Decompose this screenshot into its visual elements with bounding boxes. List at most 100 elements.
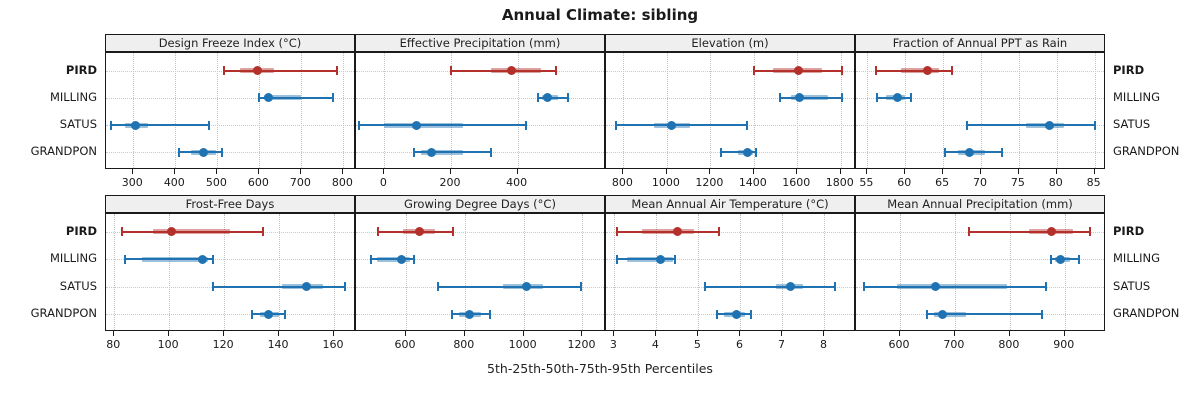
panel-body [605, 213, 855, 331]
panel-strip: Mean Annual Air Temperature (°C) [605, 195, 855, 213]
percentile-range-line [451, 69, 556, 72]
gridline-vertical [656, 214, 658, 330]
panel-body [355, 213, 605, 331]
percentile-range-line [438, 285, 581, 288]
axis-tick [383, 169, 385, 174]
gridline-vertical [1094, 53, 1096, 168]
interquartile-band [384, 122, 463, 128]
axis-tick [622, 169, 624, 174]
gridline-vertical [943, 53, 945, 168]
row-label-right-satus: SATUS [1113, 117, 1151, 132]
whisker-cap-low [110, 120, 113, 130]
gridline-vertical [301, 53, 303, 168]
whisker-cap-high [746, 120, 749, 130]
axis-tick-label: 7 [777, 338, 785, 351]
whisker-cap-high [566, 93, 569, 103]
row-label-right-grandpon: GRANDPON [1113, 306, 1180, 321]
interquartile-band [641, 229, 695, 235]
whisker-cap-high [221, 147, 224, 157]
gridline-vertical [582, 214, 584, 330]
axis-tick [132, 169, 134, 174]
median-dot [199, 147, 209, 157]
gridline-vertical [1018, 53, 1020, 168]
whisker-cap-high [951, 66, 954, 76]
median-dot [938, 309, 948, 319]
percentile-range-line [538, 96, 568, 99]
gridline-vertical [114, 214, 116, 330]
axis-tick [898, 331, 900, 336]
gridline-vertical [797, 53, 799, 168]
whisker-cap-low [222, 66, 225, 76]
axis-tick-label: 1800 [825, 176, 854, 189]
median-dot [893, 93, 903, 103]
axis-tick-label: 0 [379, 176, 387, 189]
gridline-vertical [343, 53, 345, 168]
gridline-horizontal [856, 259, 1104, 261]
row-label-right-pird: PIRD [1113, 62, 1145, 77]
gridline-horizontal [106, 152, 354, 154]
axis-tick-label: 800 [998, 338, 1020, 351]
percentile-range-line [779, 96, 842, 99]
interquartile-band [897, 284, 1008, 290]
axis-tick [942, 169, 944, 174]
whisker-cap-high [525, 120, 527, 130]
row-label-right-pird: PIRD [1113, 223, 1145, 238]
axis-tick [300, 169, 302, 174]
whisker-cap-low [967, 227, 970, 237]
axis-tick [216, 169, 218, 174]
median-dot [666, 120, 676, 130]
whisker-cap-low [863, 282, 866, 292]
gridline-horizontal [106, 259, 354, 261]
percentile-range-line [967, 124, 1095, 127]
axis-tick [1017, 169, 1019, 174]
whisker-cap-high [755, 147, 758, 157]
axis-tick-label: 500 [205, 176, 227, 189]
axis-tick [980, 169, 981, 174]
gridline-horizontal [356, 259, 604, 261]
whisker-cap-low [943, 147, 946, 157]
gridline-vertical [954, 214, 956, 330]
median-dot [672, 227, 682, 237]
whisker-cap-high [1077, 254, 1080, 264]
median-dot [464, 309, 474, 319]
whisker-cap-low [1050, 254, 1053, 264]
whisker-cap-low [926, 309, 929, 319]
median-dot [130, 120, 140, 130]
percentile-range-line [125, 258, 214, 261]
axis-tick-label: 3 [609, 338, 617, 351]
gridline-vertical [981, 53, 982, 168]
median-dot [167, 227, 177, 237]
axis-tick-label: 1000 [508, 338, 537, 351]
axis-tick-label: 800 [331, 176, 353, 189]
axis-tick-label: 700 [289, 176, 311, 189]
axis-tick-label: 70 [973, 176, 987, 189]
gridline-vertical [169, 214, 171, 330]
gridline-vertical [1056, 53, 1058, 168]
axis-tick [168, 331, 170, 336]
axis-tick-label: 8 [819, 338, 827, 351]
whisker-cap-high [261, 227, 264, 237]
whisker-cap-high [212, 254, 215, 264]
axis-tick-label: 55 [859, 176, 874, 189]
whisker-cap-low [437, 282, 440, 292]
median-dot [302, 282, 312, 292]
row-label-left-grandpon: GRANDPON [30, 306, 97, 321]
axis-tick [1055, 169, 1057, 174]
gridline-vertical [217, 53, 219, 168]
percentile-range-line [615, 124, 748, 127]
axis-tick [665, 169, 667, 174]
panel-body [855, 52, 1105, 169]
whisker-cap-high [490, 147, 492, 157]
median-dot [923, 66, 933, 76]
median-dot [1046, 227, 1056, 237]
whisker-cap-low [258, 93, 261, 103]
axis-tick [174, 169, 176, 174]
axis-tick-label: 6 [735, 338, 743, 351]
whisker-cap-low [875, 66, 878, 76]
x-axis-title: 5th-25th-50th-75th-95th Percentiles [487, 361, 713, 376]
axis-tick-label: 1200 [567, 338, 596, 351]
row-label-left-satus: SATUS [59, 278, 97, 293]
axis-tick-label: 80 [106, 338, 121, 351]
median-dot [197, 254, 207, 264]
